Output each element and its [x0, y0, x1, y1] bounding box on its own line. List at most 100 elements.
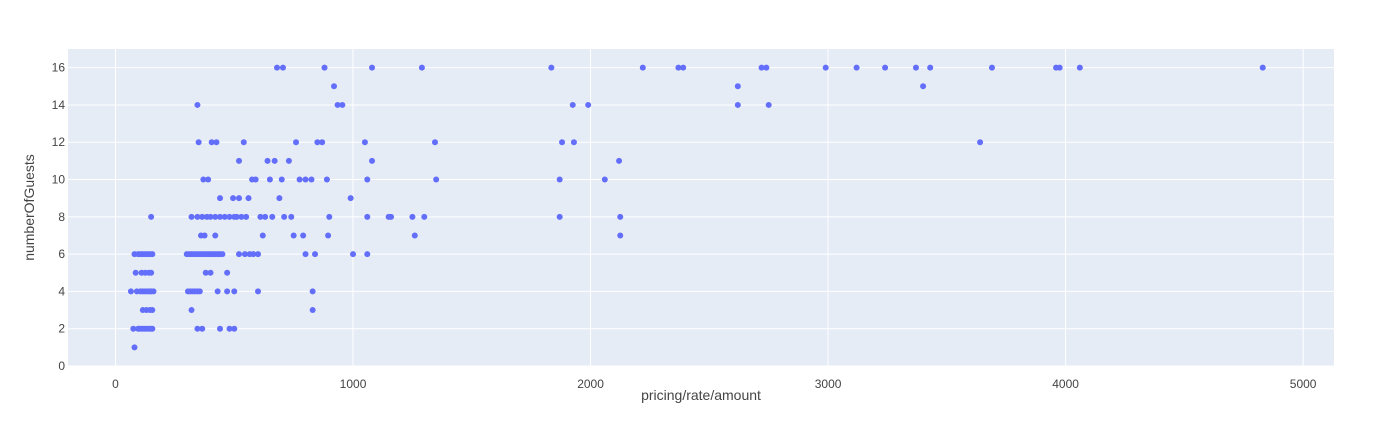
scatter-point	[132, 269, 139, 276]
scatter-point	[364, 213, 371, 220]
scatter-point	[758, 64, 765, 71]
scatter-point	[274, 64, 281, 71]
scatter-point	[271, 157, 278, 164]
scatter-point	[302, 176, 309, 183]
scatter-point	[290, 232, 297, 239]
scatter-point	[136, 325, 143, 332]
scatter-point	[243, 213, 250, 220]
scatter-point	[369, 64, 376, 71]
scatter-point	[927, 64, 934, 71]
scatter-point	[238, 213, 245, 220]
scatter-point	[302, 251, 309, 258]
scatter-point	[149, 307, 156, 314]
scatter-point	[236, 195, 243, 202]
x-tick-label: 5000	[1290, 377, 1317, 391]
scatter-point	[205, 176, 212, 183]
scatter-point	[201, 232, 208, 239]
scatter-point	[326, 213, 333, 220]
scatter-point	[617, 213, 624, 220]
scatter-point	[882, 64, 889, 71]
y-axis-title: numberOfGuests	[21, 154, 37, 261]
scatter-point	[765, 101, 772, 108]
scatter-point	[221, 213, 228, 220]
scatter-point	[208, 139, 215, 146]
scatter-point	[212, 213, 219, 220]
scatter-point	[977, 139, 984, 146]
scatter-point	[556, 176, 563, 183]
scatter-point	[196, 288, 203, 295]
x-tick-label: 1000	[340, 377, 367, 391]
scatter-point	[194, 101, 201, 108]
scatter-point	[149, 325, 156, 332]
scatter-point	[411, 232, 418, 239]
scatter-point	[601, 176, 608, 183]
scatter-point	[734, 83, 741, 90]
scatter-point	[194, 325, 201, 332]
scatter-point	[321, 64, 328, 71]
scatter-point	[569, 101, 576, 108]
scatter-point	[257, 213, 264, 220]
scatter-point	[266, 176, 273, 183]
scatter-point	[334, 101, 341, 108]
scatter-point	[217, 213, 224, 220]
scatter-point	[988, 64, 995, 71]
scatter-point	[319, 139, 326, 146]
scatter-point	[293, 139, 300, 146]
scatter-point	[548, 64, 555, 71]
scatter-point	[347, 195, 354, 202]
scatter-point	[241, 251, 248, 258]
scatter-point	[418, 64, 425, 71]
scatter-point	[236, 251, 243, 258]
scatter-point	[217, 325, 224, 332]
scatter-point	[231, 325, 238, 332]
x-tick-label: 2000	[577, 377, 604, 391]
scatter-point	[224, 288, 231, 295]
scatter-point	[194, 213, 201, 220]
scatter-point	[312, 251, 319, 258]
y-tick-label: 14	[52, 98, 66, 112]
scatter-point	[325, 232, 332, 239]
scatter-point	[314, 139, 321, 146]
scatter-point	[279, 64, 286, 71]
scatter-point	[224, 269, 231, 276]
scatter-point	[734, 101, 741, 108]
scatter-point	[214, 288, 221, 295]
y-tick-label: 16	[52, 61, 66, 75]
scatter-point	[276, 195, 283, 202]
scatter-point	[675, 64, 682, 71]
scatter-point	[188, 307, 195, 314]
y-tick-label: 2	[58, 322, 65, 336]
scatter-point	[149, 251, 156, 258]
scatter-point	[226, 213, 233, 220]
scatter-point	[207, 213, 214, 220]
plot-background	[68, 49, 1334, 366]
scatter-point	[202, 269, 209, 276]
x-axis-ticks: 0 1000 2000 3000 4000 5000	[112, 377, 1317, 391]
scatter-points	[127, 64, 1266, 351]
scatter-point	[127, 288, 134, 295]
scatter-point	[1259, 64, 1266, 71]
scatter-point	[853, 64, 860, 71]
scatter-point	[364, 251, 371, 258]
scatter-point	[199, 213, 206, 220]
scatter-point	[195, 139, 202, 146]
scatter-point	[233, 213, 240, 220]
scatter-point	[556, 213, 563, 220]
scatter-point	[252, 176, 259, 183]
scatter-point	[259, 232, 266, 239]
scatter-point	[148, 213, 155, 220]
scatter-point	[433, 176, 440, 183]
scatter-point	[281, 213, 288, 220]
scatter-point	[1076, 64, 1083, 71]
scatter-point	[131, 344, 138, 351]
y-tick-label: 0	[58, 359, 65, 373]
scatter-point	[226, 325, 233, 332]
scatter-point	[130, 325, 137, 332]
scatter-point	[245, 195, 252, 202]
scatter-point	[217, 195, 224, 202]
scatter-point	[350, 251, 357, 258]
scatter-point	[339, 101, 346, 108]
scatter-point	[680, 64, 687, 71]
scatter-point	[617, 232, 624, 239]
x-tick-label: 4000	[1052, 377, 1079, 391]
